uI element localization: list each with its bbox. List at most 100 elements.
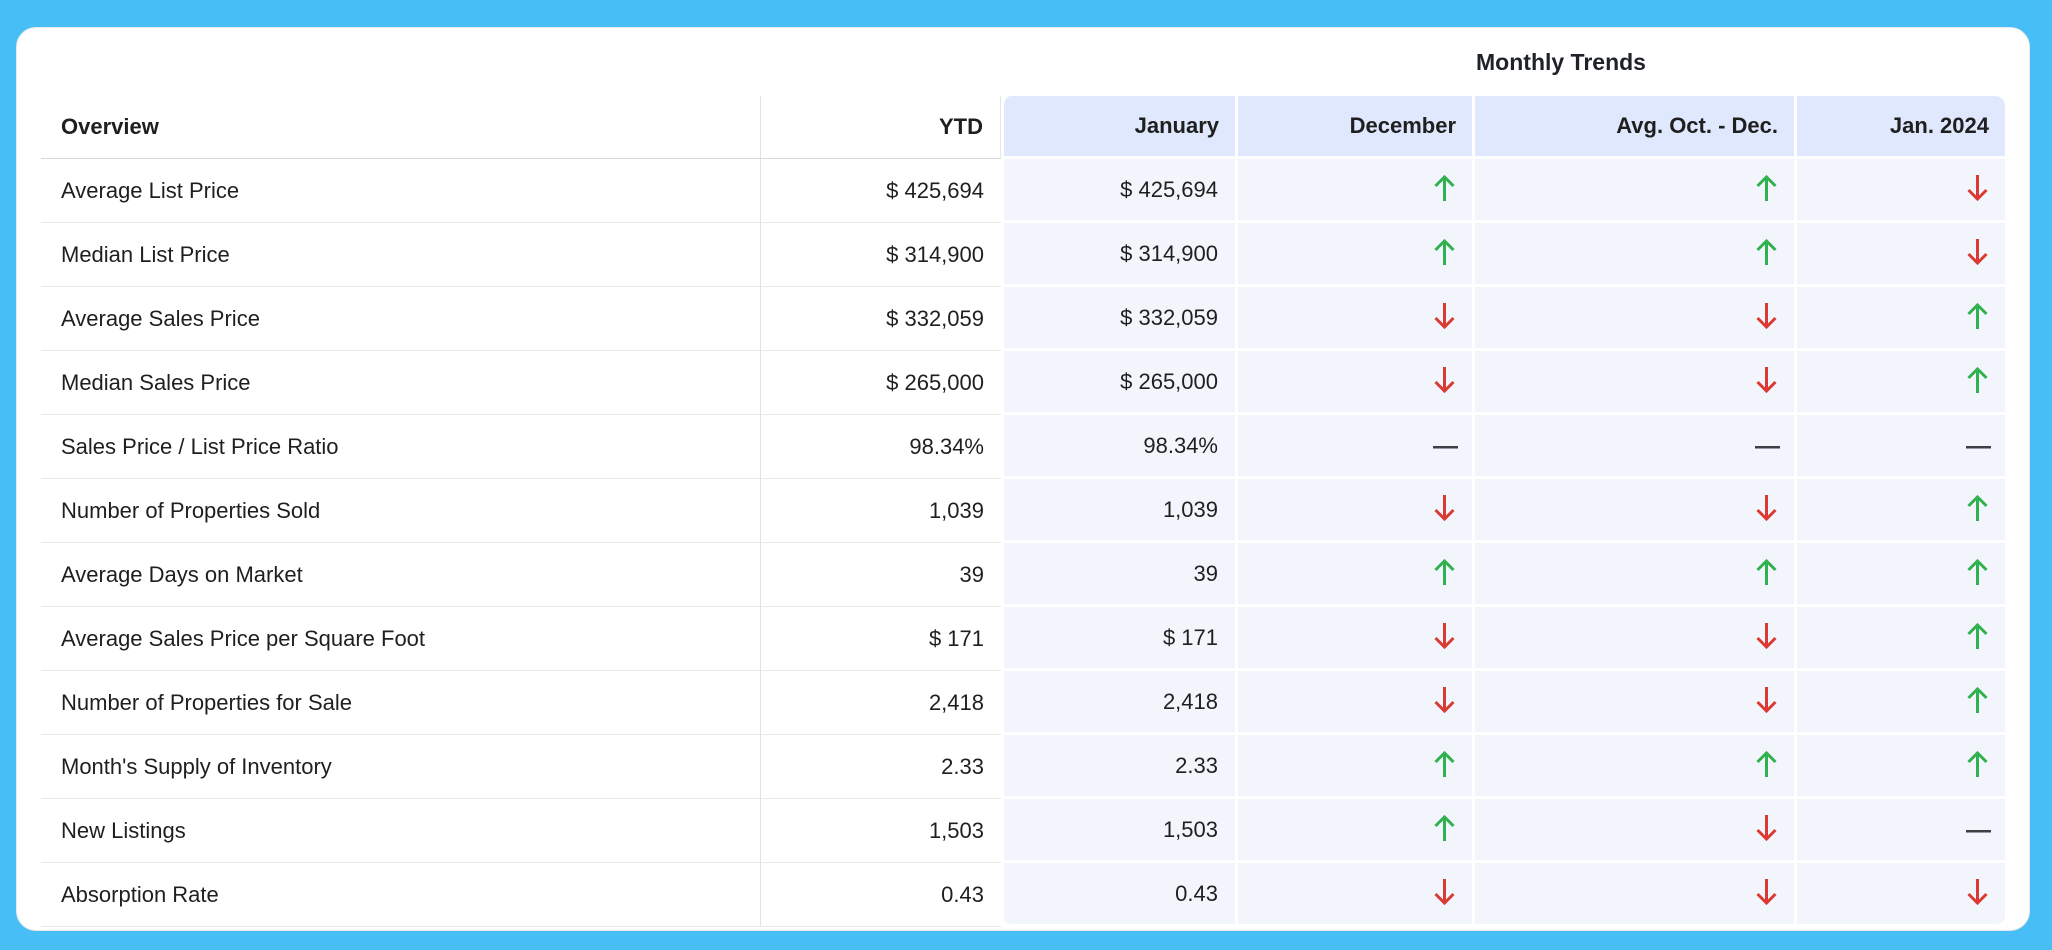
table-row: Absorption Rate 0.43 0.43: [41, 863, 2005, 927]
column-header-ytd: YTD: [761, 96, 1001, 159]
trend-cell-avg-oct-dec: [1472, 607, 1794, 671]
table-row: Median List Price $ 314,900 $ 314,900: [41, 223, 2005, 287]
trend-cell-december: [1235, 735, 1472, 799]
trend-arrow-icon: [1750, 298, 1780, 334]
trend-cell-jan-2024: [1794, 287, 2005, 351]
trend-arrow-icon: [1961, 554, 1991, 590]
january-value: 98.34%: [1001, 415, 1235, 479]
ytd-value: $ 314,900: [761, 223, 1001, 287]
trend-arrow-icon: [1428, 618, 1458, 654]
trend-cell-jan-2024: [1794, 735, 2005, 799]
january-value: 1,503: [1001, 799, 1235, 863]
trend-cell-december: [1235, 159, 1472, 223]
trend-cell-jan-2024: [1794, 159, 2005, 223]
trend-arrow-icon: [1750, 490, 1780, 526]
market-stats-table: Overview YTD January December Avg. Oct. …: [41, 96, 2005, 927]
trend-arrow-icon: [1750, 746, 1780, 782]
ytd-value: $ 425,694: [761, 159, 1001, 223]
table-row: Average Days on Market 39 39: [41, 543, 2005, 607]
trend-cell-jan-2024: [1794, 671, 2005, 735]
metric-label: Average Sales Price: [41, 287, 761, 351]
trend-arrow-icon: [1750, 874, 1780, 910]
metric-label: Absorption Rate: [41, 863, 761, 927]
trend-cell-december: [1235, 415, 1472, 479]
trend-cell-jan-2024: [1794, 223, 2005, 287]
trend-cell-avg-oct-dec: [1472, 799, 1794, 863]
metric-label: Average List Price: [41, 159, 761, 223]
trend-arrow-icon: [1750, 618, 1780, 654]
january-value: $ 332,059: [1001, 287, 1235, 351]
trend-cell-jan-2024: [1794, 479, 2005, 543]
trend-arrow-icon: [1428, 810, 1458, 846]
table-row: Average Sales Price $ 332,059 $ 332,059: [41, 287, 2005, 351]
trend-cell-jan-2024: [1794, 607, 2005, 671]
trend-cell-december: [1235, 479, 1472, 543]
metric-label: Sales Price / List Price Ratio: [41, 415, 761, 479]
ytd-value: 2,418: [761, 671, 1001, 735]
trend-arrow-icon: [1961, 428, 1991, 464]
trend-arrow-icon: [1750, 170, 1780, 206]
ytd-value: 0.43: [761, 863, 1001, 927]
ytd-value: 1,039: [761, 479, 1001, 543]
table-row: Number of Properties Sold 1,039 1,039: [41, 479, 2005, 543]
column-header-december: December: [1235, 96, 1472, 159]
trend-cell-avg-oct-dec: [1472, 287, 1794, 351]
trend-cell-avg-oct-dec: [1472, 159, 1794, 223]
trend-cell-avg-oct-dec: [1472, 479, 1794, 543]
metric-label: Average Sales Price per Square Foot: [41, 607, 761, 671]
trend-arrow-icon: [1961, 746, 1991, 782]
trend-cell-december: [1235, 351, 1472, 415]
metric-label: Median List Price: [41, 223, 761, 287]
trend-arrow-icon: [1750, 554, 1780, 590]
table-row: Number of Properties for Sale 2,418 2,41…: [41, 671, 2005, 735]
trend-cell-december: [1235, 223, 1472, 287]
trend-cell-december: [1235, 543, 1472, 607]
metric-label: Median Sales Price: [41, 351, 761, 415]
ytd-value: $ 265,000: [761, 351, 1001, 415]
metric-label: Number of Properties for Sale: [41, 671, 761, 735]
trend-arrow-icon: [1428, 554, 1458, 590]
trend-arrow-icon: [1428, 874, 1458, 910]
header-row: Overview YTD January December Avg. Oct. …: [41, 96, 2005, 159]
trend-cell-avg-oct-dec: [1472, 671, 1794, 735]
trend-cell-jan-2024: [1794, 415, 2005, 479]
trend-arrow-icon: [1428, 298, 1458, 334]
january-value: 1,039: [1001, 479, 1235, 543]
ytd-value: $ 332,059: [761, 287, 1001, 351]
trend-cell-avg-oct-dec: [1472, 351, 1794, 415]
trend-arrow-icon: [1961, 298, 1991, 334]
january-value: $ 314,900: [1001, 223, 1235, 287]
january-value: 2.33: [1001, 735, 1235, 799]
ytd-value: 98.34%: [761, 415, 1001, 479]
trend-arrow-icon: [1750, 810, 1780, 846]
metric-label: Number of Properties Sold: [41, 479, 761, 543]
column-header-jan-2024: Jan. 2024: [1794, 96, 2005, 159]
table-row: Median Sales Price $ 265,000 $ 265,000: [41, 351, 2005, 415]
january-value: $ 171: [1001, 607, 1235, 671]
trend-cell-avg-oct-dec: [1472, 863, 1794, 927]
trend-arrow-icon: [1750, 682, 1780, 718]
trend-cell-avg-oct-dec: [1472, 543, 1794, 607]
trend-cell-jan-2024: [1794, 863, 2005, 927]
ytd-value: 2.33: [761, 735, 1001, 799]
january-value: $ 425,694: [1001, 159, 1235, 223]
trend-arrow-icon: [1750, 428, 1780, 464]
table-row: Sales Price / List Price Ratio 98.34% 98…: [41, 415, 2005, 479]
trend-cell-avg-oct-dec: [1472, 223, 1794, 287]
trend-cell-jan-2024: [1794, 799, 2005, 863]
trend-arrow-icon: [1428, 490, 1458, 526]
trend-cell-december: [1235, 799, 1472, 863]
trend-cell-december: [1235, 607, 1472, 671]
column-header-avg-oct-dec: Avg. Oct. - Dec.: [1472, 96, 1794, 159]
trend-arrow-icon: [1428, 746, 1458, 782]
trend-arrow-icon: [1961, 874, 1991, 910]
trend-cell-jan-2024: [1794, 543, 2005, 607]
column-header-overview: Overview: [41, 96, 761, 159]
january-value: 0.43: [1001, 863, 1235, 927]
trend-cell-jan-2024: [1794, 351, 2005, 415]
trend-cell-avg-oct-dec: [1472, 735, 1794, 799]
january-value: 2,418: [1001, 671, 1235, 735]
column-header-january: January: [1001, 96, 1235, 159]
trend-arrow-icon: [1961, 362, 1991, 398]
